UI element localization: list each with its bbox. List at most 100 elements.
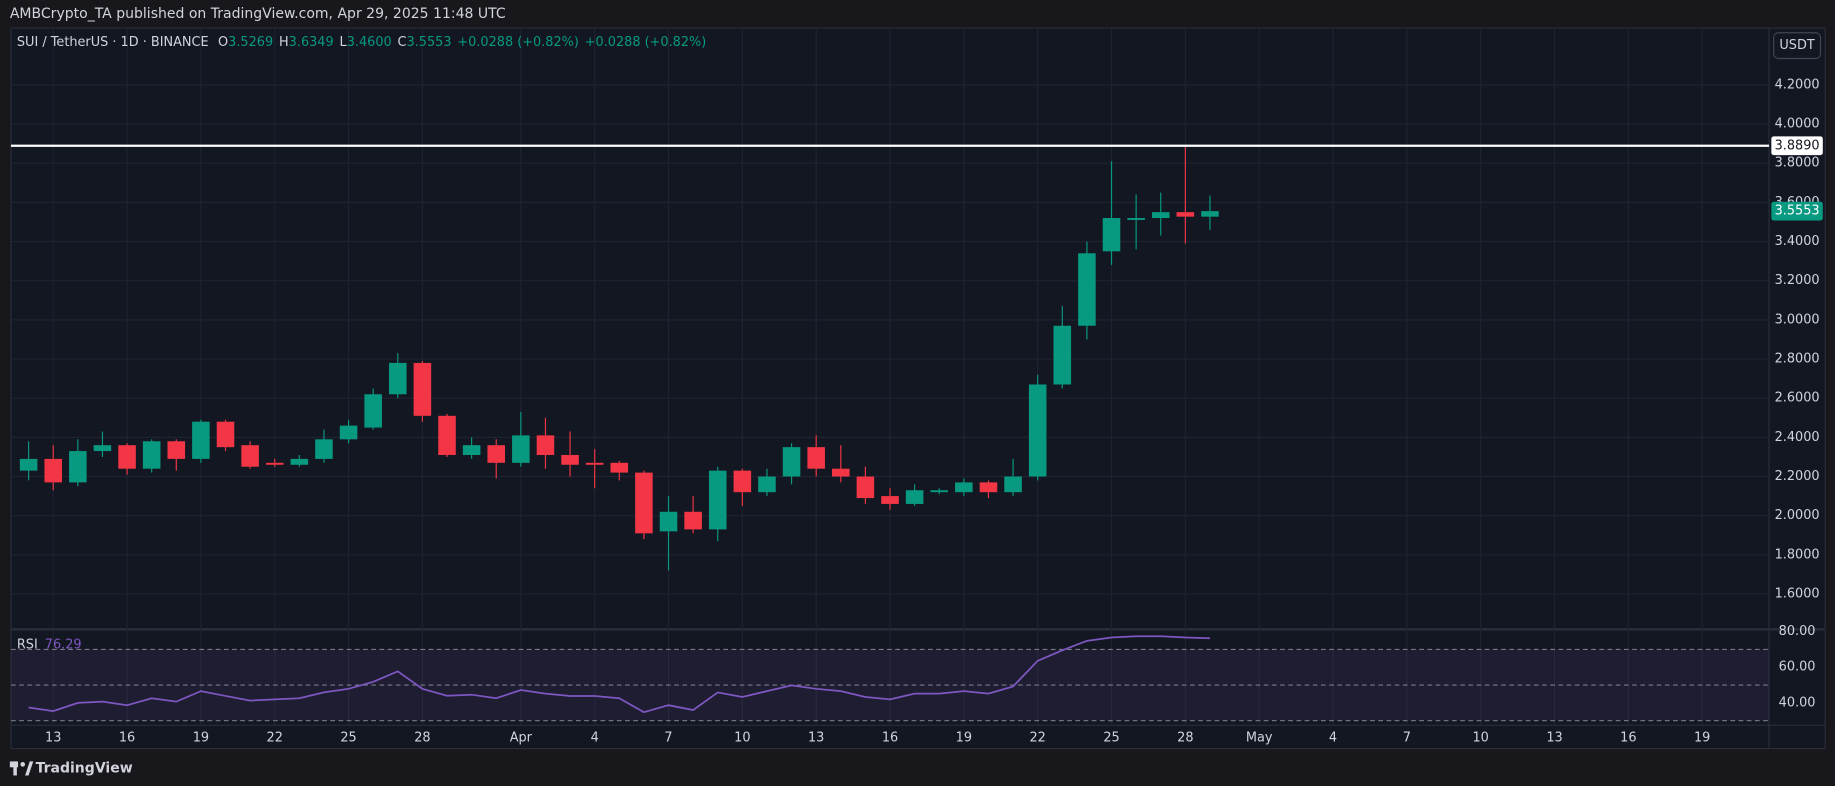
y-tick-label: 3.2000 — [1775, 273, 1820, 288]
legend-change: +0.0288 (+0.82%) — [585, 35, 707, 50]
y-tick-label: 1.8000 — [1775, 547, 1820, 562]
candle-body — [290, 458, 309, 465]
candle-body — [708, 470, 727, 530]
price-tag — [1771, 201, 1823, 221]
candle-body — [1078, 253, 1096, 326]
candle-body — [955, 482, 973, 493]
x-tick-label: 7 — [664, 731, 672, 746]
x-tick-label: 25 — [340, 731, 356, 746]
candle-body — [241, 445, 259, 467]
y-tick-label: 2.0000 — [1775, 508, 1820, 523]
x-tick-label: 16 — [119, 731, 135, 746]
candle-body — [1028, 384, 1047, 477]
x-tick-label: 13 — [45, 731, 61, 746]
symbol: SUI / TetherUS · 1D · BINANCE — [17, 35, 209, 50]
y-tick-label: 4.2000 — [1775, 77, 1820, 92]
rsi-legend: RSI 76.29 — [17, 637, 82, 652]
legend-value: 3.5269 — [228, 35, 273, 50]
x-tick-label: 25 — [1103, 731, 1119, 746]
x-tick-label: 22 — [1029, 731, 1045, 746]
candle-body — [19, 458, 38, 471]
legend: SUI / TetherUS · 1D · BINANCE O3.5269 H3.6… — [17, 35, 706, 50]
legend-label: H — [279, 35, 289, 50]
candle-body — [167, 441, 186, 459]
x-tick-label: 7 — [1403, 731, 1411, 746]
unit-button[interactable] — [1773, 32, 1822, 60]
candle-body — [1151, 212, 1170, 219]
x-tick-label: 28 — [1177, 731, 1193, 746]
y-tick-label: 2.8000 — [1775, 352, 1820, 367]
published: AMBCrypto_TA published on TradingView.co… — [10, 6, 506, 22]
candle-body — [364, 394, 382, 428]
candle-body — [339, 425, 358, 440]
candle-body — [684, 511, 702, 530]
candle-body — [1004, 476, 1022, 493]
candle-body — [782, 447, 801, 477]
rsi-name: RSI — [17, 637, 38, 652]
candle-body — [265, 462, 284, 465]
x-tick-label: May — [1246, 731, 1273, 746]
candle-body — [487, 445, 506, 463]
x-tick-label: 22 — [267, 731, 283, 746]
rsi-line — [28, 635, 1210, 714]
candle-body — [512, 435, 530, 463]
x-tick-label: 16 — [1620, 731, 1636, 746]
candle-body — [93, 445, 112, 452]
x-tick-label: 10 — [734, 731, 750, 746]
candle-body — [659, 511, 678, 532]
rsi-tick-label: 40.00 — [1779, 695, 1816, 710]
rsi-tick-label: 80.00 — [1779, 624, 1816, 639]
candle-body — [315, 439, 333, 459]
candle-body — [930, 490, 949, 493]
y-tick-label: 3.4000 — [1775, 234, 1820, 249]
candle-body — [635, 472, 653, 534]
y-tick-label: 2.2000 — [1775, 469, 1820, 484]
y-tick-label: 2.4000 — [1775, 430, 1820, 445]
x-tick-label: 19 — [193, 731, 209, 746]
candle-body — [832, 468, 850, 477]
candle-body — [69, 451, 87, 483]
x-tick-label: 19 — [956, 731, 972, 746]
x-tick-label: Apr — [510, 731, 533, 746]
candle-body — [1102, 218, 1121, 252]
candle-body — [192, 421, 210, 459]
brand: TradingView — [36, 760, 133, 776]
y-tick-label: 3.0000 — [1775, 312, 1820, 327]
x-tick-label: 28 — [414, 731, 430, 746]
candle-body — [142, 441, 161, 469]
candle-body — [44, 458, 63, 483]
candle-body — [905, 490, 924, 504]
x-tick-label: 10 — [1472, 731, 1488, 746]
candle-body — [610, 462, 629, 473]
y-tick-label: 3.8000 — [1775, 156, 1820, 171]
y-tick-label: 2.6000 — [1775, 391, 1820, 406]
legend-value: 3.4600 — [347, 35, 392, 50]
brand-logo — [9, 761, 34, 776]
axis-unit[interactable]: USDT — [1779, 38, 1814, 53]
legend-label: O — [218, 35, 228, 50]
y-tick-label: 1.6000 — [1775, 587, 1820, 602]
candle-body — [1176, 212, 1195, 217]
candle-body — [413, 362, 432, 416]
x-tick-label: 19 — [1694, 731, 1710, 746]
candle-body — [438, 415, 456, 455]
candle-body — [856, 476, 875, 499]
level-label: 3.8890 — [1775, 138, 1820, 153]
candle-body — [758, 476, 776, 493]
x-tick-label: 13 — [1546, 731, 1562, 746]
legend-value: 3.5553 — [407, 35, 452, 50]
candle-body — [733, 470, 752, 493]
candle-body — [389, 362, 407, 395]
legend-change: +0.0288 (+0.82%) — [457, 35, 579, 50]
candle-body — [1201, 211, 1219, 217]
y-tick-label: 4.0000 — [1775, 117, 1820, 132]
candle-body — [1053, 325, 1072, 385]
candle-body — [979, 482, 998, 493]
level-tag — [1771, 136, 1823, 156]
candle-body — [462, 445, 481, 455]
candle-body — [118, 445, 136, 469]
legend-value: 3.6349 — [289, 35, 334, 50]
candle-body — [585, 462, 604, 465]
candle-body — [216, 421, 235, 448]
